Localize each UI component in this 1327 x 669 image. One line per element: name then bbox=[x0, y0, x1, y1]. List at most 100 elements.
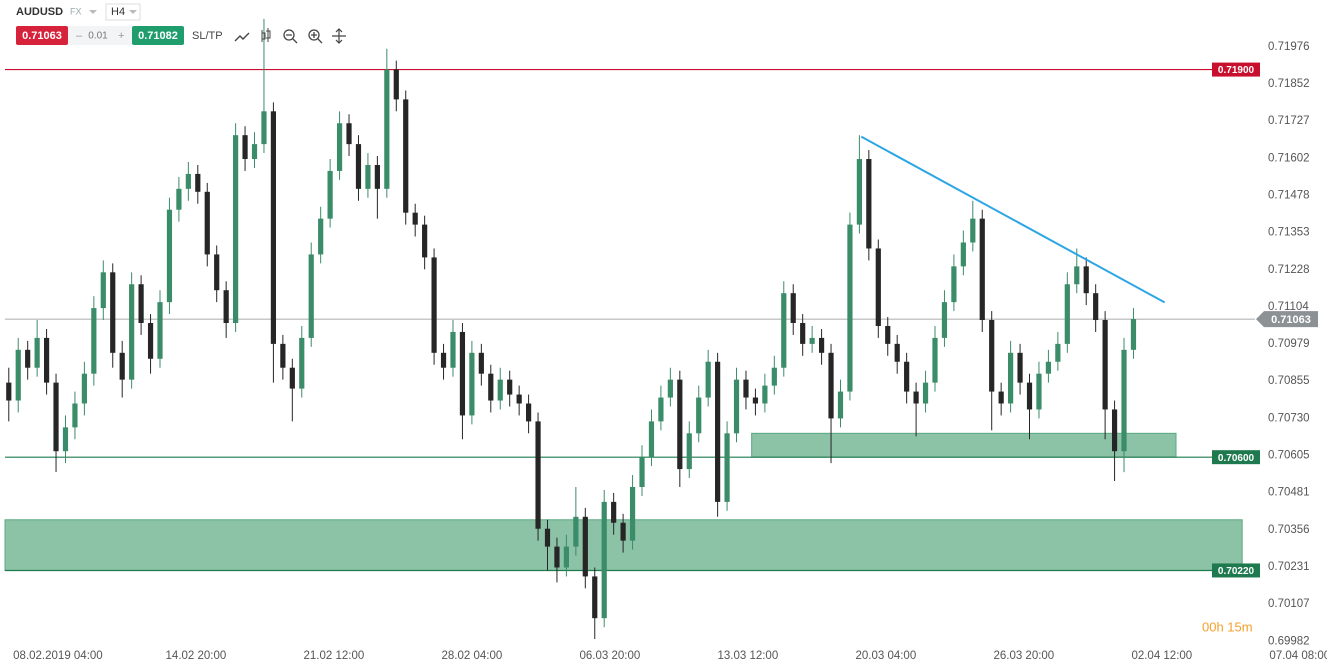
candle-body bbox=[715, 361, 721, 502]
x-tick-label: 28.02 04:00 bbox=[442, 650, 503, 662]
buy-button[interactable] bbox=[132, 26, 184, 45]
candle-body bbox=[1074, 266, 1080, 285]
candle-body bbox=[828, 352, 834, 419]
pan-icon[interactable] bbox=[332, 28, 346, 44]
candle-body bbox=[100, 272, 106, 309]
y-tick-label: 0.71104 bbox=[1268, 301, 1309, 313]
sell-button[interactable] bbox=[16, 26, 68, 45]
candle-body bbox=[110, 272, 116, 353]
y-tick-label: 0.71602 bbox=[1268, 152, 1310, 164]
candle-body bbox=[53, 382, 59, 452]
level-label: 0.71900 bbox=[1218, 65, 1255, 76]
y-tick-label: 0.71228 bbox=[1268, 264, 1310, 276]
candle-body bbox=[403, 99, 409, 213]
candle-body bbox=[507, 379, 513, 395]
level-label: 0.70220 bbox=[1218, 566, 1255, 577]
candle-body bbox=[611, 501, 617, 523]
ask[interactable]: 0.71082 bbox=[138, 30, 178, 42]
candle-body bbox=[15, 349, 21, 401]
candle-body bbox=[185, 173, 191, 189]
y-tick-label: 0.71478 bbox=[1268, 189, 1310, 201]
candle-body bbox=[412, 212, 418, 225]
zoom-out-icon bbox=[286, 34, 298, 44]
candle-body bbox=[544, 528, 551, 547]
y-tick-label: 0.71852 bbox=[1268, 78, 1310, 90]
level-tag bbox=[1212, 62, 1260, 77]
x-tick-label: 02.04 12:00 bbox=[1131, 650, 1192, 662]
candle-body bbox=[629, 486, 636, 541]
candle-body bbox=[318, 218, 324, 255]
dropdown-arrow[interactable] bbox=[89, 10, 97, 14]
candle-body bbox=[355, 144, 362, 189]
candle-body bbox=[299, 337, 305, 389]
candle-body bbox=[478, 352, 484, 374]
candle-body bbox=[431, 257, 437, 353]
candle-body bbox=[1121, 349, 1127, 452]
y-tick-label: 0.70481 bbox=[1268, 487, 1310, 499]
candle-body bbox=[43, 337, 50, 383]
spread: 0.01 bbox=[88, 31, 108, 42]
candle-body bbox=[459, 331, 466, 416]
candle-body bbox=[1130, 319, 1137, 350]
candle-body bbox=[1017, 352, 1023, 383]
candle-body bbox=[440, 352, 447, 368]
candle-body bbox=[469, 352, 475, 416]
candle-body bbox=[393, 69, 399, 100]
candle-body bbox=[270, 111, 277, 344]
level-tag bbox=[1212, 563, 1260, 578]
candle-body bbox=[138, 284, 144, 323]
candle-body bbox=[422, 224, 428, 258]
candle-body bbox=[157, 302, 163, 359]
candle-icon[interactable] bbox=[261, 28, 271, 42]
candle-body bbox=[535, 421, 541, 529]
candle-body bbox=[1026, 382, 1033, 410]
x-tick-label: 07.04 08:00 bbox=[1269, 650, 1327, 662]
candle-body bbox=[336, 123, 343, 171]
candle-body bbox=[195, 173, 201, 192]
zoom-in-icon[interactable] bbox=[308, 29, 320, 41]
plus[interactable]: + bbox=[118, 30, 124, 42]
candle-body bbox=[989, 320, 995, 392]
candle-body bbox=[384, 69, 390, 189]
candle-body bbox=[970, 218, 976, 243]
toolbar: AUDUSD FX H4 0.71063 – 0.01 + 0.71082 SL… bbox=[16, 3, 346, 45]
x-tick-label: 26.03 20:00 bbox=[993, 650, 1054, 662]
candle-body bbox=[72, 403, 78, 428]
candle-body bbox=[733, 379, 740, 434]
candle-body bbox=[1064, 284, 1070, 344]
y-tick-label: 0.70356 bbox=[1268, 524, 1310, 536]
candle-body bbox=[1045, 361, 1052, 374]
bid[interactable]: 0.71063 bbox=[22, 30, 62, 42]
timeframe-box[interactable] bbox=[105, 3, 141, 21]
candle-body bbox=[147, 323, 154, 359]
candle-body bbox=[960, 242, 966, 267]
candle-body bbox=[308, 254, 314, 338]
candle-body bbox=[251, 144, 258, 160]
candle-body bbox=[686, 433, 692, 470]
timeframe[interactable]: H4 bbox=[111, 6, 125, 18]
market: FX bbox=[70, 6, 82, 16]
x-tick-label: 06.03 20:00 bbox=[579, 650, 640, 662]
price-tag-label: 0.71063 bbox=[1271, 314, 1311, 326]
y-tick-label: 0.71353 bbox=[1268, 227, 1310, 239]
candle-body bbox=[951, 266, 957, 303]
candle-body bbox=[781, 293, 787, 368]
candle-body bbox=[166, 209, 173, 303]
candle-body bbox=[1008, 352, 1014, 404]
candle-body bbox=[790, 293, 796, 323]
x-tick-label: 21.02 12:00 bbox=[304, 650, 365, 662]
candle-body bbox=[91, 308, 97, 374]
x-tick-label: 20.03 04:00 bbox=[855, 650, 916, 662]
candle-body bbox=[809, 337, 815, 344]
sltp[interactable]: SL/TP bbox=[192, 30, 223, 42]
candle-body bbox=[129, 284, 135, 380]
candle-body bbox=[592, 576, 598, 619]
candle-body bbox=[573, 516, 579, 547]
candle-body bbox=[374, 164, 380, 189]
candle-body bbox=[497, 379, 503, 401]
minus[interactable]: – bbox=[76, 30, 83, 42]
candle-body bbox=[818, 337, 825, 353]
candle-body bbox=[1093, 293, 1099, 321]
zoom-out-icon[interactable] bbox=[283, 29, 295, 41]
line-icon[interactable] bbox=[234, 32, 250, 42]
